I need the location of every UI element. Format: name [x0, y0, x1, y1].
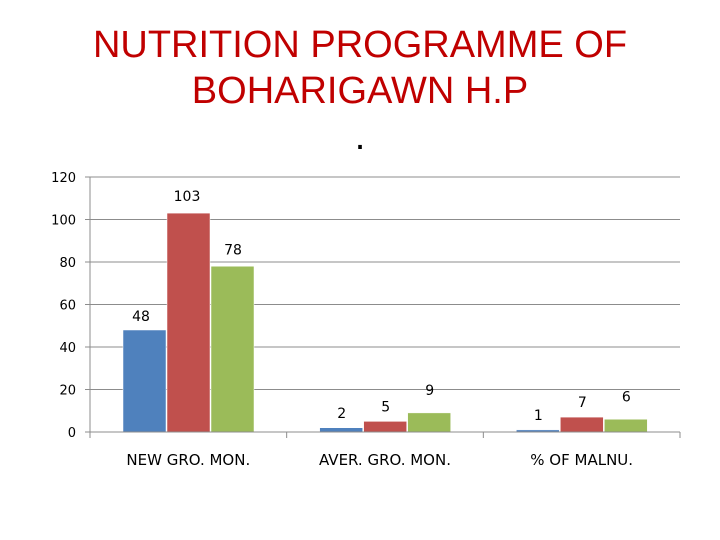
title-dot: . [354, 116, 366, 158]
y-tick-label: 40 [59, 341, 76, 356]
data-label: 78 [224, 242, 242, 258]
y-tick-label: 20 [59, 384, 76, 399]
axes [85, 176, 681, 438]
y-tick-label: 0 [68, 426, 76, 441]
bar [407, 412, 451, 433]
labels: 0 20 40 60 80 100 120 48 103 78 NEW GRO. MON. 2 5 9 AV… [51, 171, 633, 469]
bar [604, 419, 648, 433]
data-label: 7 [578, 395, 587, 411]
data-label: 6 [622, 389, 631, 405]
data-label: 1 [534, 408, 543, 424]
data-label: 5 [381, 399, 390, 415]
data-label: 2 [337, 406, 346, 422]
slide-title: NUTRITION PROGRAMME OF BOHARIGAWN H.P. [40, 22, 680, 160]
bars [122, 212, 648, 433]
x-category-label: AVER. GRO. MON. [319, 451, 451, 469]
title-line-2-text: BOHARIGAWN H.P [191, 70, 529, 112]
bar [122, 329, 167, 433]
y-tick-label: 100 [51, 214, 76, 229]
data-label: 48 [132, 309, 150, 325]
y-tick-label: 60 [59, 299, 76, 314]
x-category-label: NEW GRO. MON. [126, 451, 250, 469]
data-label: 103 [174, 189, 201, 205]
bar [210, 266, 255, 433]
x-category-label: % OF MALNU. [530, 451, 633, 469]
y-tick-label: 120 [51, 171, 76, 186]
title-line-1: NUTRITION PROGRAMME OF [92, 24, 628, 66]
data-label: 9 [425, 383, 434, 399]
bar [363, 421, 407, 433]
bar [319, 427, 363, 433]
bar [560, 416, 604, 433]
bar [166, 212, 211, 433]
y-tick-label: 80 [59, 256, 76, 271]
title-line-2: BOHARIGAWN H.P. [40, 68, 680, 160]
